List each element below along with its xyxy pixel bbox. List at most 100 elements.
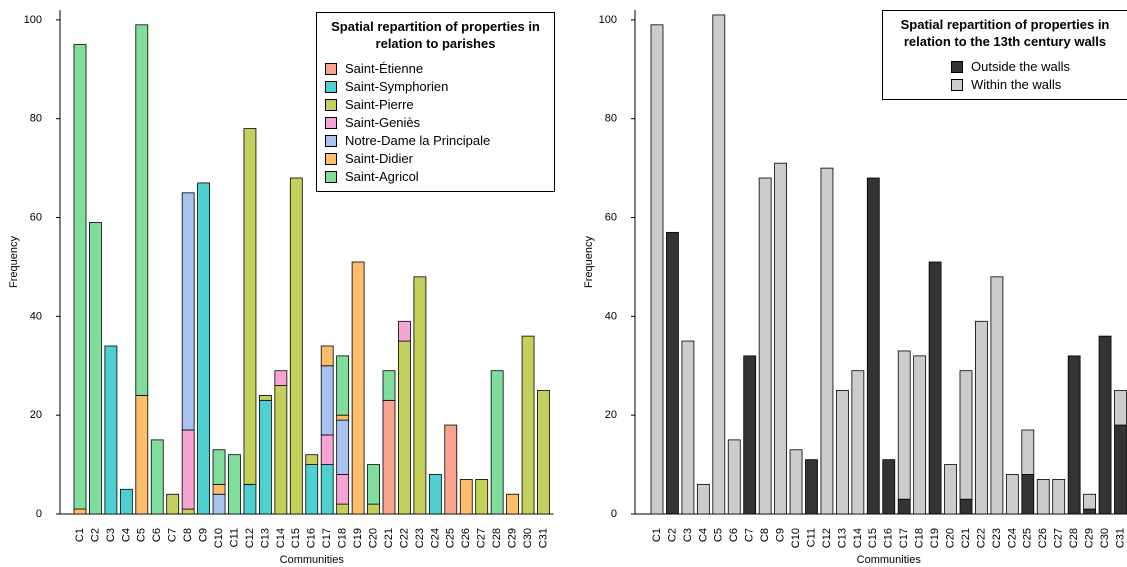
y-tick-label: 20 [605,409,617,421]
x-tick-label: C20 [944,528,956,548]
y-tick-label: 40 [605,310,617,322]
x-tick-label: C2 [89,528,101,542]
bar-segment [851,370,865,515]
x-tick-label: C15 [867,528,879,548]
x-tick-label: C22 [975,528,987,548]
x-tick-label: C6 [728,528,740,542]
x-tick-label: C22 [398,528,410,548]
bar-segment [382,399,396,515]
bar-segment [258,399,272,515]
legend-entry: Within the walls [891,76,1119,94]
x-tick-label: C13 [836,528,848,548]
x-tick-label: C17 [321,528,333,548]
legend-entry: Saint-Étienne [325,60,546,78]
x-tick-label: C11 [805,528,817,547]
x-tick-label: C17 [898,528,910,548]
x-tick-label: C29 [1084,528,1096,548]
x-axis-label: Communities [280,554,345,566]
bar-segment [336,503,350,515]
bar-segment [866,177,880,515]
y-tick-label: 80 [30,113,42,125]
legend-label: Saint-Geniès [345,115,421,130]
bar-segment [444,424,458,515]
bar-segment [1083,493,1096,510]
x-tick-label: C18 [337,528,349,548]
legend-label: Saint-Didier [345,151,413,166]
y-tick-label: 0 [36,508,42,520]
bar-segment [428,474,442,515]
bar-segment [1052,479,1066,515]
legend-label: Saint-Pierre [345,97,414,112]
x-tick-label: C10 [213,528,225,548]
legend-label: Saint-Symphorien [345,79,449,94]
bar-segment [928,261,942,515]
bar-segment [990,276,1004,515]
x-tick-label: C19 [929,528,941,548]
bar-segment [398,340,411,515]
x-tick-label: C1 [651,528,663,542]
x-tick-label: C2 [666,528,678,542]
bar-segment [743,355,757,515]
legend-label: Outside the walls [971,59,1070,74]
bar-segment [758,177,772,515]
legend-swatch [951,61,963,73]
bar-segment [413,276,427,515]
x-tick-label: C23 [991,528,1003,548]
x-tick-label: C26 [1037,528,1049,548]
x-tick-label: C14 [275,528,287,548]
bar-segment [135,395,149,515]
x-tick-label: C26 [460,528,472,548]
bar-segment [490,370,504,515]
y-tick-label: 80 [605,113,617,125]
bar-segment [398,320,411,342]
x-tick-label: C15 [290,528,302,548]
y-tick-label: 0 [611,508,617,520]
x-tick-label: C20 [367,528,379,548]
bar-segment [774,162,787,515]
legend-swatch [325,81,337,93]
bar-segment [882,459,896,515]
x-tick-label: C11 [228,528,240,547]
bar-segment [1114,390,1127,426]
bar-segment [181,508,195,515]
x-tick-label: C6 [151,528,163,542]
bar-segment [805,459,818,515]
bar-segment [666,231,679,515]
y-tick-label: 40 [30,310,42,322]
bar-segment [166,493,180,515]
bar-segment [181,192,195,431]
legend-entry: Saint-Geniès [325,114,546,132]
x-tick-label: C24 [1006,528,1018,548]
bar-segment [1005,474,1019,515]
bar-segment [212,449,226,485]
legend-label: Within the walls [971,77,1062,92]
legend-label: Saint-Agricol [345,169,419,184]
x-tick-label: C5 [713,528,725,542]
bar-segment [258,395,272,401]
y-tick-label: 100 [24,14,42,26]
bar-segment [320,434,334,465]
y-tick-label: 100 [599,14,617,26]
bar-segment [104,345,118,515]
bar-segment [475,479,489,515]
legend-entry: Saint-Agricol [325,168,546,186]
bar-segment [197,182,211,515]
bar-segment [836,390,849,515]
bar-segment [506,493,520,515]
x-tick-label: C5 [136,528,148,542]
bar-segment [1021,474,1035,515]
bar-segment [944,464,957,515]
bar-segment [73,508,87,515]
legend-entry: Outside the walls [891,58,1119,76]
bar-segment [789,449,803,515]
bar-segment [367,503,380,515]
x-tick-label: C25 [445,528,457,548]
x-axis-label: Communities [857,554,922,566]
bar-segment [712,14,726,515]
bar-segment [959,498,973,515]
bar-segment [820,167,834,515]
x-tick-label: C24 [429,528,441,548]
bar-segment [367,464,380,505]
x-tick-label: C30 [522,528,534,548]
